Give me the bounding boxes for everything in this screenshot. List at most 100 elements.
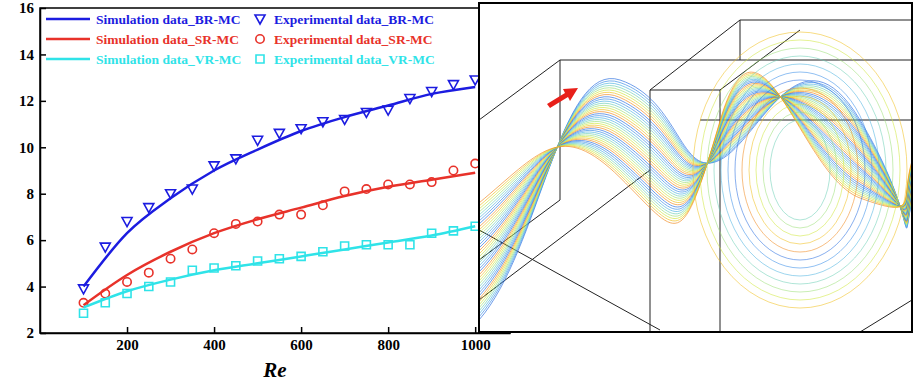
flow-arrow [547,88,578,108]
figure: 2004006008001000246810121416ReSimulation… [0,0,917,387]
data-point [122,218,132,227]
data-point [101,289,109,297]
data-point [144,204,154,213]
vortex-line [756,104,844,236]
vortex-line [770,120,830,220]
data-point [166,190,176,199]
vortex-line [728,72,872,268]
tick-label: 400 [203,337,226,353]
data-point [427,88,437,97]
legend-label: Simulation data_BR-MC [96,12,240,27]
tick-label: 10 [19,140,34,156]
data-point [428,229,436,237]
data-point [167,278,175,286]
data-point [80,309,88,317]
data-point [319,201,327,209]
data-point [340,187,348,195]
data-point [123,290,131,298]
tick-label: 600 [290,337,313,353]
data-point [406,180,414,188]
vortex-line [721,64,879,276]
vortex-line [693,32,907,308]
data-point [187,185,197,194]
data-point [318,118,328,127]
series-line [84,226,476,307]
data-point [166,255,174,263]
legend-symbol [256,55,264,63]
tick: 800 [377,327,400,353]
vortex-line [707,48,893,292]
data-point [275,255,283,263]
axis-line [41,333,511,335]
tick-label: 4 [27,279,35,295]
data-point [188,266,196,274]
data-point [319,248,327,256]
x-axis: 2004006008001000 [41,327,511,353]
data-point [145,268,153,276]
tick-label: 200 [116,337,139,353]
panel-background [479,3,912,332]
legend-symbol [46,18,90,21]
tick-mark [40,193,46,195]
plot-marks [79,76,481,317]
tick-mark [388,327,390,333]
data-point [384,180,392,188]
vortex-line [700,40,900,300]
data-point [123,278,131,286]
legend-symbol [46,58,90,61]
data-point [100,243,110,252]
tick: 4 [27,279,47,295]
tick-mark [214,327,216,333]
tick: 8 [27,186,47,202]
series-line [84,87,476,287]
tick: 400 [203,327,226,353]
legend-label: Experimental data_SR-MC [274,32,433,47]
tick: 14 [19,47,46,63]
tick-mark [40,147,46,149]
tick-label: 2 [27,325,35,341]
streamline [479,87,912,236]
tick-mark [475,327,477,333]
data-point [145,283,153,291]
tick-mark [40,333,46,335]
tick: 10 [19,140,46,156]
flow-illustration [479,3,912,332]
panel-frame [479,3,912,332]
tick-mark [301,327,303,333]
legend-symbol [256,35,264,43]
data-point [297,252,305,260]
data-point [448,81,458,90]
tick: 200 [116,327,139,353]
data-point [231,155,241,164]
data-point [384,241,392,249]
data-point [210,264,218,272]
y-axis: 246810121416 [19,0,46,341]
legend-symbol [255,15,265,24]
legend: Simulation data_BR-MCExperimental data_B… [46,12,435,67]
legend-label: Simulation data_SR-MC [96,32,239,47]
tick-label: 800 [377,337,400,353]
channel-edge [740,20,741,60]
data-point [362,241,370,249]
vortex-line [735,80,865,260]
data-point [232,220,240,228]
data-point [79,285,89,294]
data-point [405,95,415,104]
channel-edge [860,300,912,332]
tick: 2 [27,325,47,341]
tick-label: 16 [19,0,35,16]
tick: 12 [19,93,46,109]
data-point [101,299,109,307]
data-point [253,136,263,145]
data-point [210,229,218,237]
vortex-line [714,56,886,284]
data-point [449,227,457,235]
vortex-line [742,88,858,252]
plot-frame [40,8,510,333]
streamline [479,95,912,260]
tick-label: 8 [27,186,35,202]
data-point [254,257,262,265]
data-point [361,108,371,117]
data-point [340,115,350,124]
tick: 600 [290,327,313,353]
